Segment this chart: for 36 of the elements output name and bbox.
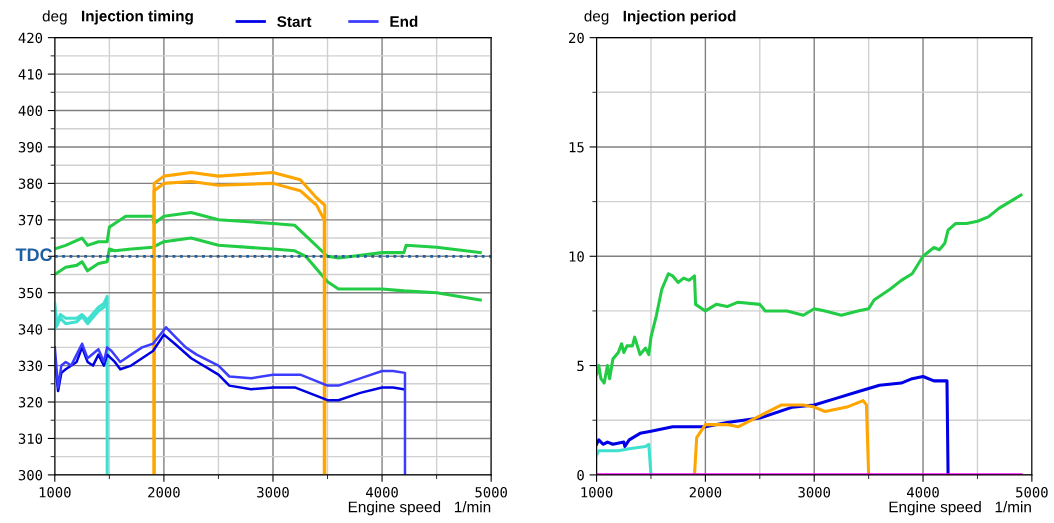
y-tick-label: 5 [577, 360, 584, 372]
legend-label: Start [277, 16, 312, 27]
legend-label: End [390, 15, 418, 27]
ref-line-label: TDC [15, 248, 53, 262]
y-tick-label: 370 [18, 214, 43, 226]
y-tick-label: 15 [569, 142, 584, 153]
y-tick-label: 20 [569, 32, 584, 44]
x-tick-label: 4000 [366, 487, 398, 498]
y-tick-label: 390 [18, 141, 43, 153]
x-tick-label: 2000 [689, 487, 722, 498]
y-tick-label: 310 [18, 433, 43, 444]
x-tick-label: 5000 [1016, 487, 1048, 498]
y-tick-label: 10 [569, 251, 584, 262]
x-axis-title: Engine speed 1/min [348, 501, 491, 516]
x-tick-label: 1000 [39, 487, 71, 498]
chart-title: Injection period [623, 10, 736, 25]
y-tick-label: 320 [18, 397, 43, 408]
y-tick-label: 350 [18, 287, 43, 299]
y-axis-title: deg [584, 10, 609, 25]
y-tick-label: 380 [18, 178, 43, 189]
y-tick-label: 340 [18, 324, 43, 335]
x-tick-label: 3000 [257, 487, 289, 498]
y-tick-label: 420 [18, 32, 43, 44]
y-axis-title: deg [42, 10, 67, 25]
y-tick-label: 0 [577, 469, 584, 481]
x-axis-title: Engine speed 1/min [889, 501, 1031, 516]
x-tick-label: 5000 [475, 487, 507, 498]
y-tick-label: 410 [18, 69, 43, 80]
y-tick-label: 330 [18, 360, 43, 372]
chart-title: Injection timing [82, 10, 193, 25]
x-tick-label: 3000 [798, 487, 831, 498]
x-tick-label: 4000 [907, 487, 939, 498]
x-tick-label: 1000 [581, 487, 613, 498]
y-tick-label: 400 [18, 105, 43, 117]
y-tick-label: 300 [18, 469, 43, 481]
x-tick-label: 2000 [148, 487, 180, 498]
